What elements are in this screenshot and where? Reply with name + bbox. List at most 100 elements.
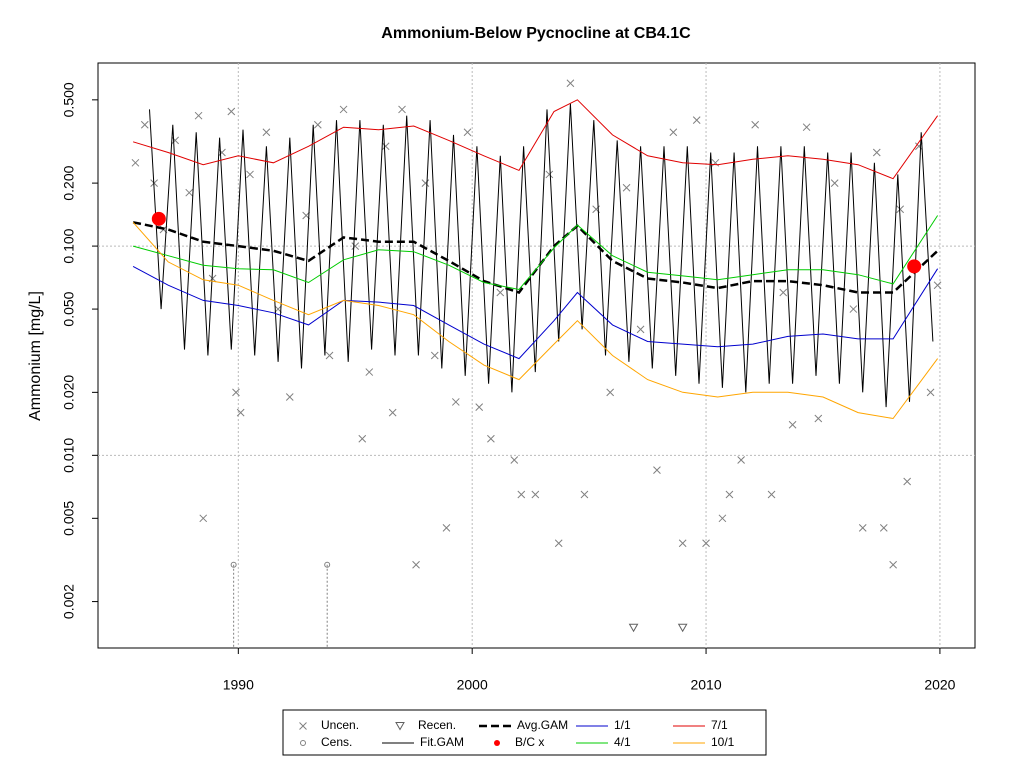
point-censored (230, 561, 237, 568)
point-uncensored (358, 434, 367, 443)
point-uncensored (218, 148, 226, 157)
point-recensored (628, 623, 639, 633)
point-uncensored (926, 388, 935, 397)
point-uncensored (830, 179, 839, 187)
point-uncensored (879, 524, 888, 532)
point-uncensored (131, 158, 140, 167)
chart-title: Ammonium-Below Pycnocline at CB4.1C (381, 25, 691, 42)
point-uncensored (896, 205, 905, 214)
y-tick-label: 0.100 (61, 228, 77, 263)
point-uncensored (227, 107, 236, 116)
point-uncensored (653, 466, 661, 474)
point-uncensored (692, 116, 701, 124)
x-tick-label: 2020 (924, 677, 955, 693)
point-uncensored (236, 408, 245, 417)
point-uncensored (915, 142, 923, 151)
point-uncensored (430, 351, 439, 360)
point-uncensored (814, 414, 823, 423)
legend-item: Avg.GAM (479, 718, 568, 732)
point-uncensored (246, 170, 254, 179)
point-uncensored (767, 490, 776, 499)
point-uncensored (199, 514, 208, 523)
series-line (132, 265, 939, 360)
point-uncensored (517, 490, 526, 499)
point-uncensored (702, 539, 710, 548)
legend-swatch (494, 740, 500, 746)
legend-label: Recen. (418, 718, 456, 732)
legend-item: Cens. (300, 735, 352, 749)
legend-label: Fit.GAM (420, 735, 464, 749)
x-tick-label: 2010 (690, 677, 721, 693)
y-tick-label: 0.002 (61, 584, 77, 619)
point-uncensored (299, 722, 307, 730)
legend-label: Cens. (321, 735, 352, 749)
point-uncensored (140, 120, 149, 129)
legend-item: Recen. (395, 718, 456, 732)
y-tick-label: 0.500 (61, 82, 77, 117)
point-uncensored (554, 539, 563, 548)
point-recensored (395, 722, 405, 731)
legend-label: 7/1 (711, 718, 728, 732)
point-uncensored (788, 420, 797, 429)
point-bc (907, 259, 922, 274)
point-uncensored (622, 183, 631, 192)
point-uncensored (636, 325, 645, 334)
legend-item: 7/1 (673, 718, 728, 732)
legend-item: 4/1 (576, 735, 631, 749)
point-uncensored (669, 128, 678, 137)
legend-label: Uncen. (321, 718, 359, 732)
point-uncensored (339, 105, 348, 114)
point-uncensored (566, 79, 575, 88)
series-line (149, 103, 934, 408)
point-censored (300, 740, 306, 746)
point-uncensored (872, 148, 881, 157)
point-uncensored (487, 434, 495, 443)
point-uncensored (285, 393, 294, 401)
point-uncensored (545, 170, 554, 179)
point-uncensored (802, 123, 811, 132)
point-uncensored (531, 490, 540, 499)
point-uncensored (751, 120, 760, 129)
legend-label: 4/1 (614, 735, 631, 749)
y-tick-label: 0.005 (61, 501, 77, 536)
point-uncensored (451, 398, 460, 406)
legend-item: Uncen. (299, 718, 359, 732)
point-uncensored (475, 403, 484, 411)
legend-item: 1/1 (576, 718, 631, 732)
point-uncensored (381, 142, 390, 151)
point-uncensored (388, 408, 397, 417)
y-tick-label: 0.050 (61, 291, 77, 326)
series-line (132, 221, 939, 420)
point-uncensored (718, 514, 727, 523)
point-recensored (677, 623, 688, 633)
point-uncensored (903, 477, 912, 486)
point-censored (324, 561, 331, 568)
point-uncensored (678, 539, 687, 548)
y-tick-label: 0.010 (61, 438, 77, 473)
point-bc (151, 211, 166, 226)
plot-frame (97, 62, 976, 649)
point-uncensored (510, 456, 519, 464)
point-uncensored (185, 188, 194, 197)
point-uncensored (711, 158, 720, 167)
point-uncensored (442, 524, 451, 532)
x-tick-label: 2000 (457, 677, 488, 693)
point-uncensored (606, 388, 615, 397)
y-axis-label: Ammonium [mg/L] (27, 291, 44, 421)
legend-label: B/C x (515, 735, 544, 749)
series-line (132, 99, 939, 180)
point-uncensored (849, 305, 858, 313)
point-uncensored (325, 351, 334, 360)
series-line (132, 221, 939, 294)
point-uncensored (262, 128, 271, 137)
legend-item: B/C x (494, 735, 544, 749)
point-uncensored (398, 105, 406, 114)
point-uncensored (889, 560, 898, 569)
point-uncensored (496, 288, 505, 297)
legend-label: 1/1 (614, 718, 631, 732)
point-uncensored (313, 120, 322, 129)
y-tick-label: 0.200 (61, 165, 77, 200)
point-uncensored (232, 388, 240, 397)
point-uncensored (351, 242, 360, 250)
